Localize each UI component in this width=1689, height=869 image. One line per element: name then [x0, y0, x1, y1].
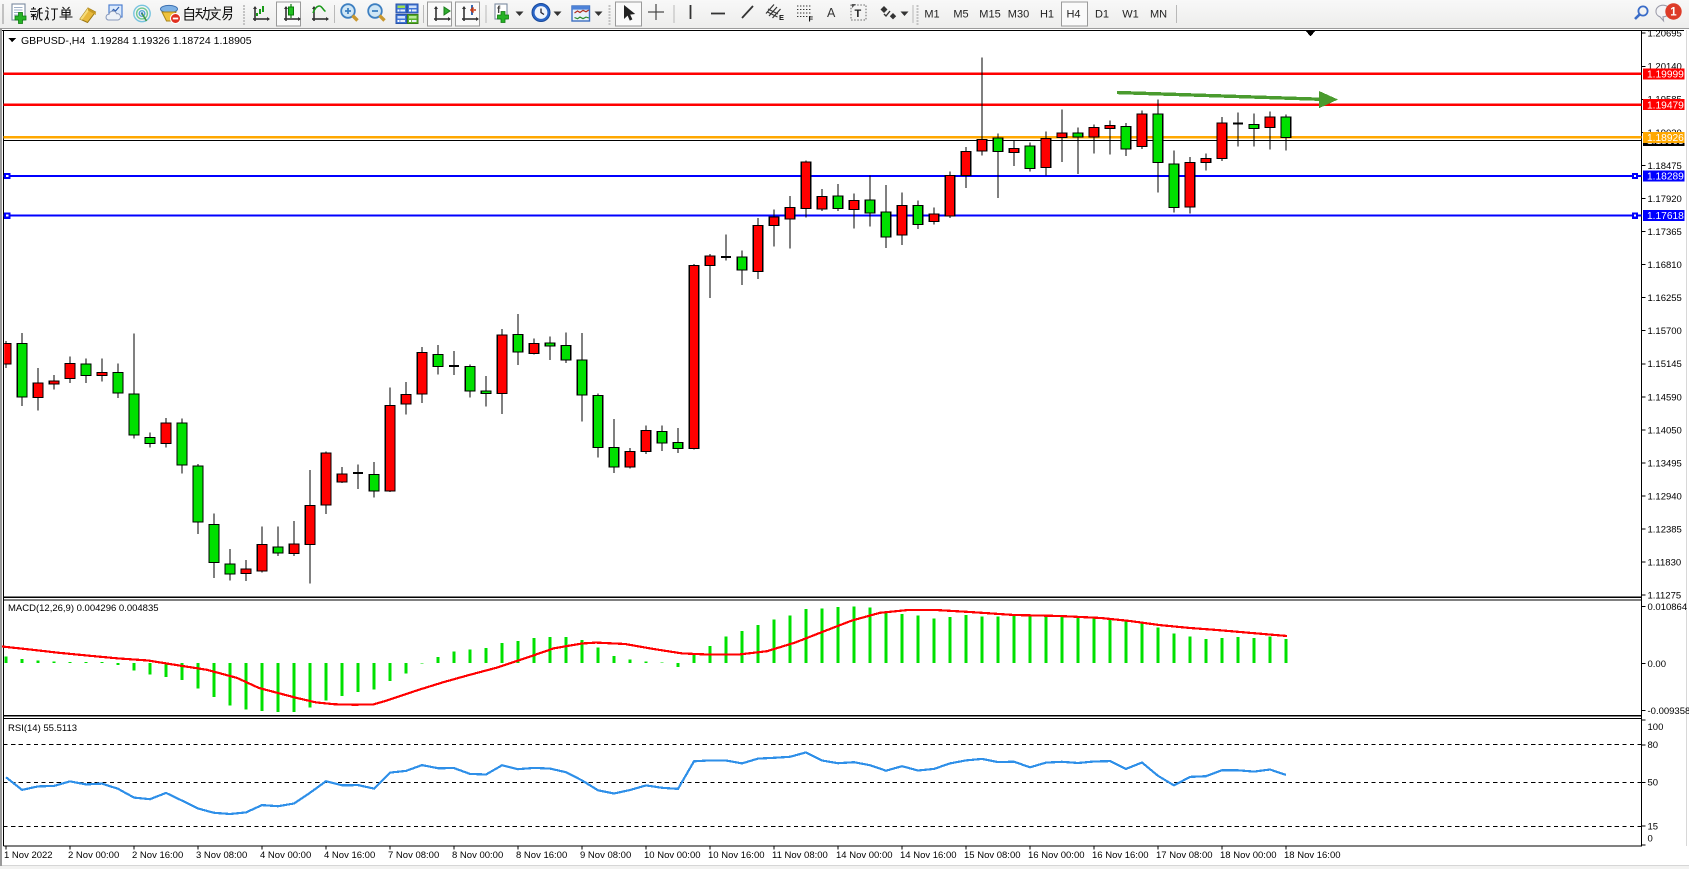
svg-text:0: 0 — [1648, 834, 1653, 845]
svg-text:1.19479: 1.19479 — [1647, 100, 1684, 111]
svg-text:18 Nov 16:00: 18 Nov 16:00 — [1284, 850, 1341, 861]
svg-text:1.17920: 1.17920 — [1648, 194, 1682, 205]
svg-text:MN: MN — [1150, 9, 1167, 21]
svg-text:1.16810: 1.16810 — [1648, 260, 1682, 271]
svg-text:8 Nov 16:00: 8 Nov 16:00 — [516, 850, 567, 861]
svg-text:M15: M15 — [979, 9, 1000, 21]
svg-text:15 Nov 08:00: 15 Nov 08:00 — [964, 850, 1021, 861]
svg-text:M1: M1 — [924, 9, 939, 21]
svg-text:1.18289: 1.18289 — [1647, 172, 1684, 183]
svg-text:0.010864: 0.010864 — [1648, 602, 1688, 613]
svg-text:1.11830: 1.11830 — [1648, 558, 1682, 569]
svg-text:1.12940: 1.12940 — [1648, 491, 1682, 502]
svg-text:M5: M5 — [953, 9, 968, 21]
svg-text:1.12385: 1.12385 — [1648, 525, 1682, 536]
svg-text:80: 80 — [1648, 740, 1659, 751]
svg-text:GBPUSD-,H4 1.19284 1.19326 1.: GBPUSD-,H4 1.19284 1.19326 1.18724 1.189… — [21, 35, 252, 47]
svg-text:2 Nov 00:00: 2 Nov 00:00 — [68, 850, 119, 861]
svg-text:2 Nov 16:00: 2 Nov 16:00 — [132, 850, 183, 861]
svg-text:1.13495: 1.13495 — [1648, 458, 1682, 469]
svg-text:0.00: 0.00 — [1648, 659, 1667, 670]
svg-text:1.15700: 1.15700 — [1648, 326, 1682, 337]
svg-text:D1: D1 — [1095, 9, 1109, 21]
svg-text:H4: H4 — [1066, 9, 1080, 21]
svg-text:1.18475: 1.18475 — [1648, 161, 1682, 172]
svg-text:100: 100 — [1648, 722, 1664, 733]
svg-text:9 Nov 08:00: 9 Nov 08:00 — [580, 850, 631, 861]
svg-text:14 Nov 16:00: 14 Nov 16:00 — [900, 850, 957, 861]
svg-text:1.17365: 1.17365 — [1648, 227, 1682, 238]
svg-text:1 Nov 2022: 1 Nov 2022 — [4, 850, 53, 861]
svg-text:15: 15 — [1648, 821, 1659, 832]
svg-text:1.15145: 1.15145 — [1648, 359, 1682, 370]
svg-text:16 Nov 16:00: 16 Nov 16:00 — [1092, 850, 1149, 861]
svg-text:17 Nov 08:00: 17 Nov 08:00 — [1156, 850, 1213, 861]
svg-text:W1: W1 — [1122, 9, 1139, 21]
svg-text:1.14050: 1.14050 — [1648, 425, 1682, 436]
svg-text:1.18926: 1.18926 — [1647, 133, 1684, 144]
svg-text:1.17618: 1.17618 — [1647, 211, 1684, 222]
svg-text:11 Nov 08:00: 11 Nov 08:00 — [772, 850, 828, 861]
svg-text:H1: H1 — [1040, 9, 1054, 21]
svg-text:F: F — [809, 15, 814, 24]
svg-text:14 Nov 00:00: 14 Nov 00:00 — [836, 850, 893, 861]
svg-text:E: E — [779, 13, 784, 22]
svg-text:16 Nov 00:00: 16 Nov 00:00 — [1028, 850, 1085, 861]
svg-text:RSI(14) 55.5113: RSI(14) 55.5113 — [8, 723, 77, 734]
svg-text:1.20695: 1.20695 — [1648, 29, 1682, 40]
svg-text:50: 50 — [1648, 778, 1659, 789]
svg-text:4 Nov 16:00: 4 Nov 16:00 — [324, 850, 375, 861]
svg-text:1.11275: 1.11275 — [1648, 591, 1682, 602]
svg-text:MACD(12,26,9) 0.004296 0.00483: MACD(12,26,9) 0.004296 0.004835 — [8, 603, 159, 614]
svg-text:M30: M30 — [1008, 9, 1029, 21]
svg-text:1.19999: 1.19999 — [1647, 69, 1684, 80]
svg-text:A: A — [827, 6, 836, 20]
svg-text:1.16255: 1.16255 — [1648, 293, 1682, 304]
svg-text:T: T — [855, 8, 862, 20]
svg-text:7 Nov 08:00: 7 Nov 08:00 — [388, 850, 439, 861]
svg-text:10 Nov 00:00: 10 Nov 00:00 — [644, 850, 701, 861]
svg-text:1.14590: 1.14590 — [1648, 392, 1682, 403]
svg-text:10 Nov 16:00: 10 Nov 16:00 — [708, 850, 765, 861]
svg-text:-0.009358: -0.009358 — [1648, 706, 1689, 717]
svg-text:1: 1 — [1670, 7, 1677, 19]
svg-text:4 Nov 00:00: 4 Nov 00:00 — [260, 850, 311, 861]
svg-text:18 Nov 00:00: 18 Nov 00:00 — [1220, 850, 1277, 861]
svg-text:3 Nov 08:00: 3 Nov 08:00 — [196, 850, 247, 861]
svg-text:8 Nov 00:00: 8 Nov 00:00 — [452, 850, 503, 861]
